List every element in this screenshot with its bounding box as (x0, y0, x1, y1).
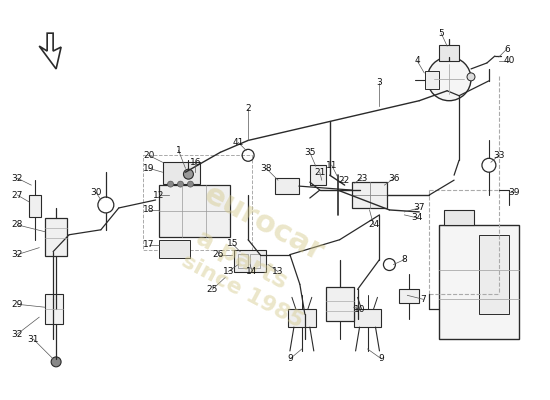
Circle shape (178, 181, 184, 187)
Text: 38: 38 (260, 164, 272, 173)
Text: 26: 26 (213, 250, 224, 259)
Text: 8: 8 (402, 255, 407, 264)
Bar (479, 235, 509, 314)
Text: 10: 10 (354, 305, 365, 314)
Text: 18: 18 (143, 206, 155, 214)
Circle shape (427, 57, 471, 101)
Circle shape (188, 181, 194, 187)
Text: 11: 11 (326, 161, 338, 170)
Bar (439, 225, 519, 339)
Text: 37: 37 (414, 204, 425, 212)
Text: 25: 25 (207, 285, 218, 294)
Text: 29: 29 (12, 300, 23, 309)
Bar (354, 309, 382, 327)
Text: 9: 9 (287, 354, 293, 363)
Bar (399, 289, 419, 303)
Text: 32: 32 (12, 250, 23, 259)
Circle shape (168, 181, 173, 187)
Text: 31: 31 (28, 334, 39, 344)
Text: 41: 41 (233, 138, 244, 147)
Bar (326, 287, 354, 321)
Text: 13: 13 (223, 267, 234, 276)
Text: 13: 13 (272, 267, 284, 276)
Bar (250, 254, 260, 268)
Bar (163, 162, 200, 184)
Bar (439, 45, 459, 61)
Text: 39: 39 (508, 188, 520, 196)
Text: 2: 2 (245, 104, 251, 113)
Text: 28: 28 (12, 220, 23, 229)
Text: 40: 40 (503, 56, 514, 66)
Text: a parts: a parts (192, 226, 292, 294)
Bar (158, 185, 230, 237)
Text: 6: 6 (504, 44, 510, 54)
Bar (238, 254, 248, 268)
Text: 14: 14 (246, 267, 258, 276)
Bar (351, 182, 387, 208)
Text: 30: 30 (90, 188, 102, 196)
Text: 5: 5 (438, 29, 444, 38)
Text: 33: 33 (493, 151, 504, 160)
Text: since 1985: since 1985 (178, 251, 306, 332)
Polygon shape (39, 33, 61, 69)
Text: 1: 1 (175, 146, 182, 155)
Text: 36: 36 (389, 174, 400, 183)
Text: 22: 22 (338, 176, 349, 185)
Text: 23: 23 (356, 174, 367, 183)
Text: 4: 4 (415, 56, 420, 66)
Bar (425, 71, 439, 89)
Bar (158, 240, 190, 258)
Text: 15: 15 (227, 239, 238, 248)
Text: eurocar: eurocar (199, 180, 329, 268)
Circle shape (51, 357, 61, 367)
Text: 12: 12 (153, 190, 164, 200)
Bar (45, 294, 63, 324)
Bar (234, 250, 266, 272)
Bar (310, 165, 326, 185)
Text: 16: 16 (190, 158, 201, 167)
Text: 27: 27 (12, 190, 23, 200)
Bar (29, 195, 41, 217)
Text: 19: 19 (143, 164, 155, 173)
Bar (142, 155, 252, 250)
Text: 7: 7 (420, 295, 426, 304)
Text: 32: 32 (12, 330, 23, 338)
Text: 20: 20 (143, 151, 155, 160)
Text: 3: 3 (377, 78, 382, 87)
Bar (275, 178, 299, 194)
Text: 9: 9 (378, 354, 384, 363)
Text: 17: 17 (143, 240, 155, 249)
Text: 34: 34 (411, 213, 423, 222)
Bar (288, 309, 316, 327)
Circle shape (184, 169, 194, 179)
Text: 21: 21 (314, 168, 326, 177)
Bar (45, 218, 67, 256)
Text: 35: 35 (304, 148, 316, 157)
Bar (444, 210, 474, 225)
Text: 24: 24 (368, 220, 379, 229)
Text: 32: 32 (12, 174, 23, 183)
Circle shape (467, 73, 475, 81)
